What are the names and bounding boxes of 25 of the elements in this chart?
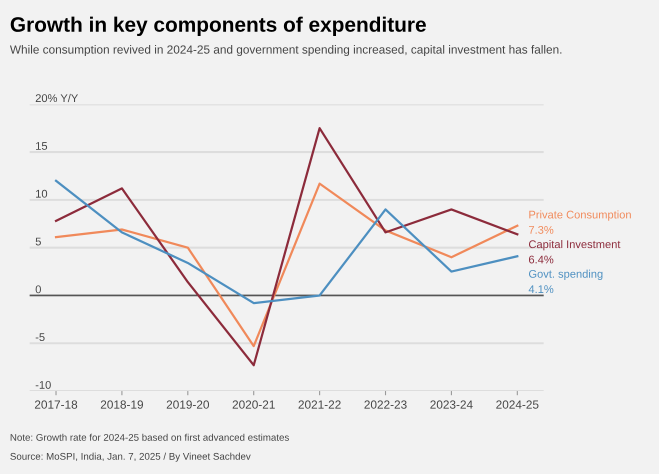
series-label: Private Consumption [529,210,631,221]
x-tick-label: 2022-23 [364,400,407,409]
data-label: 7.3% [528,226,554,234]
x-tick-label: 2017-18 [34,400,78,409]
text: Note: Growth rate for 2024-25 based on first advanced estimates [10,434,289,441]
x-tick-label: 2024-25 [496,400,538,409]
chart-subtitle: While consumption revived in 2024-25 and government spending increased, capital investment has fallen. [10,45,562,56]
x-tick-label: 2019-20 [166,400,210,409]
y-tick-label: 20% Y/Y [36,94,78,102]
y-tick-label: -5 [36,333,45,342]
x-tick-label: 2020-21 [232,400,275,409]
y-tick-label: -10 [36,380,51,389]
x-tick-label: 2018-19 [100,400,144,409]
y-tick-label: 10 [36,190,48,198]
chart-title: Growth in key components of expenditure [10,16,426,36]
series-label: Govt. spending [528,270,602,280]
y-tick-label: 15 [36,142,48,150]
y-tick-label: 0 [36,285,41,294]
x-tick-label: 2023-24 [430,400,473,409]
data-label: 6.4% [528,256,554,264]
x-tick-label: 2021-22 [298,400,341,409]
y-tick-label: 5 [36,238,41,246]
source-note: Source: MoSPI, India, Jan. 7, 2025 / By Vineet Sachdev [10,452,251,462]
data-label: 4.1% [528,285,554,294]
series-label: Capital Investment [528,240,620,250]
